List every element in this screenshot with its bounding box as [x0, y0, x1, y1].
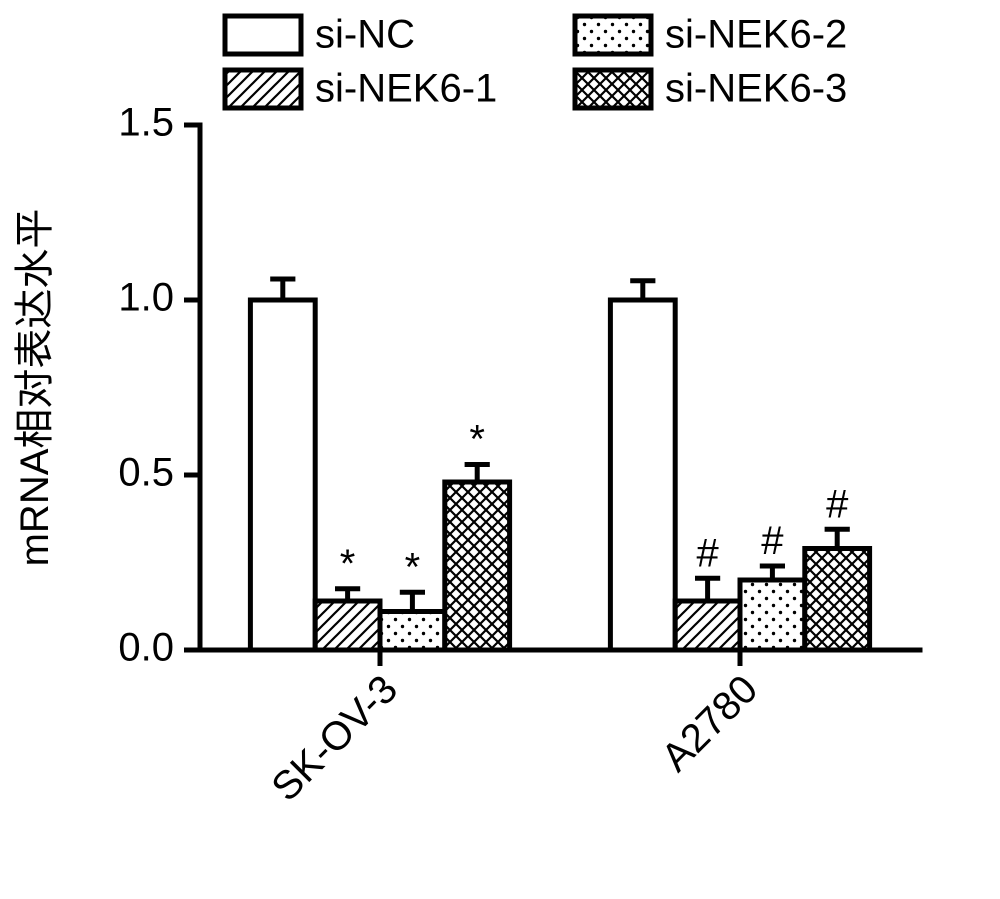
legend-swatch: [225, 70, 301, 108]
bar: [315, 601, 380, 650]
legend-swatch: [575, 70, 651, 108]
legend-label: si-NC: [315, 13, 415, 57]
bar: [675, 601, 740, 650]
legend-swatch: [225, 16, 301, 54]
y-tick-label: 0.0: [118, 626, 174, 670]
legend-label: si-NEK6-2: [665, 13, 847, 57]
bar: [740, 580, 805, 650]
y-tick-label: 0.5: [118, 451, 174, 495]
significance-marker: #: [696, 531, 719, 575]
bar: [250, 300, 315, 650]
legend-swatch: [575, 16, 651, 54]
y-axis-label: mRNA相对表达水平: [13, 209, 57, 567]
bar: [805, 549, 870, 651]
bar: [610, 300, 675, 650]
significance-marker: *: [340, 542, 356, 586]
significance-marker: *: [405, 545, 421, 589]
bar: [445, 482, 510, 650]
y-tick-label: 1.5: [118, 101, 174, 145]
mrna-bar-chart: 0.00.51.01.5SK-OV-3A2780mRNA相对表达水平***###…: [0, 0, 1000, 899]
legend-label: si-NEK6-1: [315, 67, 497, 111]
bar: [380, 612, 445, 651]
significance-marker: #: [761, 519, 784, 563]
y-tick-label: 1.0: [118, 276, 174, 320]
legend-label: si-NEK6-3: [665, 67, 847, 111]
significance-marker: *: [469, 418, 485, 462]
chart-container: 0.00.51.01.5SK-OV-3A2780mRNA相对表达水平***###…: [0, 0, 1000, 899]
significance-marker: #: [826, 482, 849, 526]
